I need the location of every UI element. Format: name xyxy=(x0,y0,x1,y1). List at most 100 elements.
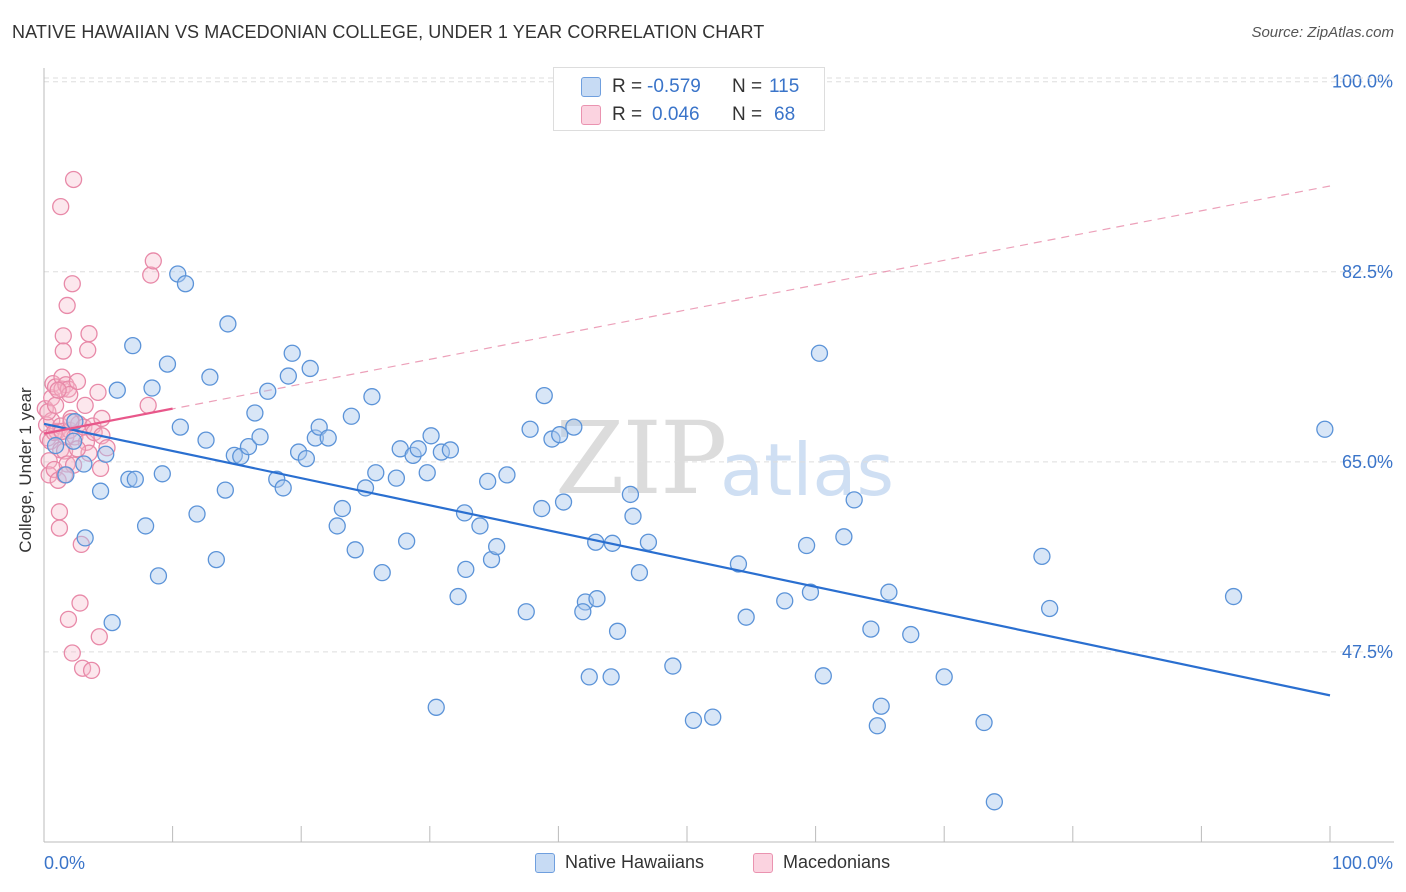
native-hawaiians-point xyxy=(729,555,748,573)
x-tick-label: 100.0% xyxy=(1332,853,1393,873)
native-hawaiians-point xyxy=(704,708,722,726)
native-hawaiians-point xyxy=(279,367,297,385)
native-hawaiians-point xyxy=(418,464,436,482)
native-hawaiians-point xyxy=(471,517,489,535)
native-hawaiians-point xyxy=(367,464,385,482)
native-hawaiians-point xyxy=(188,505,206,523)
native-hawaiians-point xyxy=(441,441,460,459)
native-hawaiians-point xyxy=(328,517,346,535)
native-hawaiians-point xyxy=(479,472,497,491)
native-hawaiians-point xyxy=(810,344,829,362)
y-tick-label: 65.0% xyxy=(1342,452,1393,472)
native-hawaiians-point xyxy=(259,382,277,400)
macedonians-point xyxy=(98,439,116,457)
native-hawaiians-point xyxy=(373,563,391,582)
native-hawaiians-point xyxy=(427,698,445,716)
source-label: Source: ZipAtlas.com xyxy=(1251,24,1394,41)
native-hawaiians-point xyxy=(630,563,649,582)
macedonians-point xyxy=(80,325,98,343)
native-hawaiians-point xyxy=(533,499,551,518)
native-hawaiians-point xyxy=(814,667,832,685)
native-hawaiians-point xyxy=(574,603,592,621)
native-hawaiians-point xyxy=(985,793,1004,811)
y-tick-label: 100.0% xyxy=(1332,72,1393,92)
native-hawaiians-point xyxy=(91,482,110,500)
native-hawaiians-point xyxy=(872,697,890,715)
native-hawaiians-point xyxy=(488,537,506,556)
n-value: 115 xyxy=(769,76,800,97)
native-hawaiians-point xyxy=(97,445,115,463)
native-hawaiians-point xyxy=(521,420,539,438)
macedonians-point xyxy=(58,296,76,315)
y-axis-label: College, Under 1 year xyxy=(16,387,35,553)
native-hawaiians-point xyxy=(176,275,195,293)
native-hawaiians-point xyxy=(1041,599,1059,618)
macedonians-point xyxy=(139,396,157,415)
chart-title: NATIVE HAWAIIAN VS MACEDONIAN COLLEGE, U… xyxy=(12,22,765,42)
native-hawaiians-point xyxy=(664,657,682,675)
bottom-legend: Native Hawaiians Macedonians xyxy=(0,852,1406,878)
native-hawaiians-point xyxy=(268,470,286,488)
native-hawaiians-trend-line xyxy=(43,422,1331,697)
native-hawaiians-point xyxy=(149,567,168,585)
native-hawaiians-point xyxy=(201,368,219,386)
macedonians-point xyxy=(79,341,97,359)
native-hawaiians-point xyxy=(319,429,337,447)
native-hawaiians-point xyxy=(580,668,598,686)
watermark-atlas: atlas xyxy=(720,428,894,512)
native-hawaiians-point xyxy=(251,428,269,446)
n-label: N = xyxy=(732,76,763,97)
native-hawaiians-point xyxy=(845,491,863,509)
native-hawaiians-point xyxy=(1316,420,1334,438)
macedonians-point xyxy=(50,519,69,537)
native-hawaiians-point xyxy=(126,470,144,488)
native-hawaiians-point xyxy=(517,603,535,621)
macedonians-point xyxy=(90,628,108,646)
macedonians-point xyxy=(63,275,81,293)
macedonians-point xyxy=(144,252,162,270)
macedonians-point xyxy=(63,644,81,662)
native-hawaiians-point xyxy=(422,427,440,445)
native-hawaiians-point xyxy=(482,550,501,569)
legend-item-macedonians: Macedonians xyxy=(753,852,890,873)
native-hawaiians-point xyxy=(64,432,83,450)
native-hawaiians-point xyxy=(306,429,324,447)
legend-swatch-pink xyxy=(581,105,601,125)
legend-swatch-blue xyxy=(581,77,601,97)
macedonians-point xyxy=(54,342,72,360)
native-hawaiians-point xyxy=(108,381,126,399)
macedonians-point xyxy=(142,266,160,284)
native-hawaiians-point xyxy=(346,541,364,559)
native-hawaiians-point xyxy=(136,517,155,535)
native-hawaiians-point xyxy=(219,315,237,333)
native-hawaiians-point xyxy=(621,485,640,504)
y-tick-label: 47.5% xyxy=(1342,642,1393,662)
native-hawaiians-point xyxy=(624,507,642,525)
native-hawaiians-point xyxy=(902,625,920,644)
native-hawaiians-point xyxy=(239,438,258,456)
native-hawaiians-point xyxy=(297,449,315,468)
native-hawaiians-point xyxy=(143,379,161,397)
legend-swatch-pink xyxy=(753,852,773,873)
legend-item-native-hawaiians: Native Hawaiians xyxy=(535,852,704,873)
native-hawaiians-point xyxy=(158,355,177,373)
native-hawaiians-point xyxy=(554,493,573,511)
native-hawaiians-point xyxy=(776,592,794,610)
macedonians-trend-extension xyxy=(43,185,1331,435)
macedonians-point xyxy=(40,452,58,470)
native-hawaiians-point xyxy=(498,466,516,484)
native-hawaiians-point xyxy=(197,431,215,449)
native-hawaiians-point xyxy=(602,668,620,686)
native-hawaiians-point xyxy=(387,469,406,487)
native-hawaiians-point xyxy=(639,533,658,551)
macedonians-point xyxy=(89,383,107,402)
native-hawaiians-point xyxy=(274,479,292,497)
native-hawaiians-point xyxy=(333,499,352,518)
native-hawaiians-point xyxy=(207,550,225,569)
macedonians-point xyxy=(50,503,69,521)
r-label: R = xyxy=(612,76,643,97)
macedonians-point xyxy=(49,381,67,399)
r-value: 0.046 xyxy=(652,104,700,125)
native-hawaiians-point xyxy=(171,418,189,436)
n-value: 68 xyxy=(774,104,796,125)
